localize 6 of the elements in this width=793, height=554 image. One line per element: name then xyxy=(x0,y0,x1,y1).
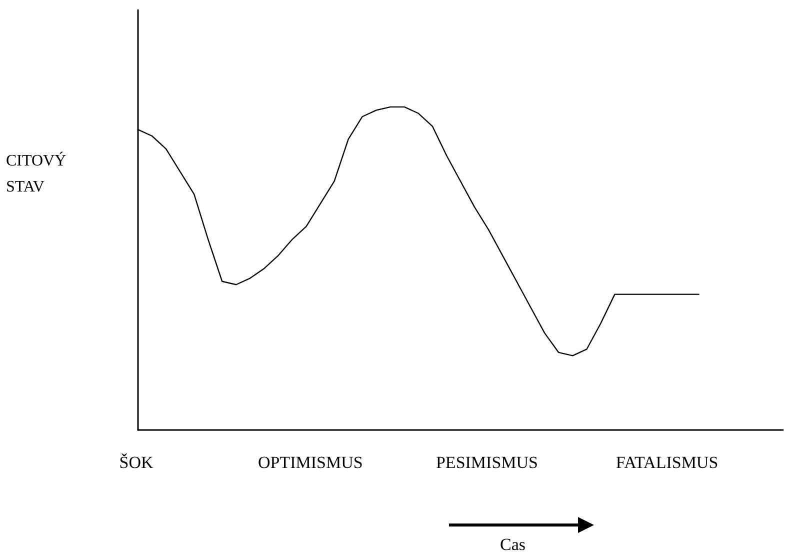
text: Cas xyxy=(500,535,526,554)
text: ŠOK xyxy=(119,453,154,472)
y-axis-title: CITOVÝ STAV xyxy=(6,152,70,196)
text: PESIMISMUS xyxy=(436,453,538,472)
text: FATALISMUS xyxy=(616,453,718,472)
text: OPTIMISMUS xyxy=(258,453,363,472)
